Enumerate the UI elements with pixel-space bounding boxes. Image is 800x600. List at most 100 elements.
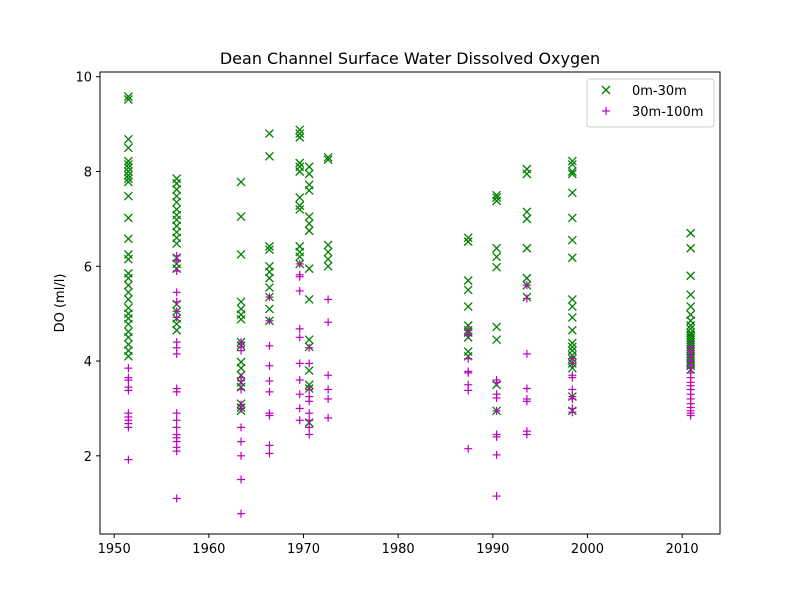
data-point-0m-30m: [463, 302, 473, 312]
data-point-0m-30m: [123, 95, 133, 104]
data-point-30m-100m: [295, 404, 304, 413]
data-point-30m-100m: [492, 378, 501, 387]
data-point-0m-30m: [123, 163, 133, 173]
data-point-30m-100m: [172, 313, 181, 322]
data-point-30m-100m: [324, 385, 333, 394]
data-point-0m-30m: [686, 321, 696, 330]
data-point-0m-30m: [323, 155, 333, 165]
data-point-0m-30m: [463, 285, 473, 295]
data-point-30m-100m: [568, 385, 577, 394]
data-point-30m-100m: [295, 416, 304, 425]
data-point-30m-100m: [237, 385, 246, 394]
data-point-0m-30m: [304, 162, 314, 172]
data-point-0m-30m: [304, 212, 314, 221]
y-tick-label: 2: [84, 450, 92, 465]
data-point-0m-30m: [567, 213, 577, 223]
data-point-30m-100m: [124, 455, 133, 464]
chart-title: Dean Channel Surface Water Dissolved Oxy…: [220, 49, 600, 68]
y-axis: 2 4 6 8 10: [75, 71, 100, 465]
data-point-0m-30m: [304, 366, 314, 375]
data-point-30m-100m: [305, 430, 314, 439]
data-point-0m-30m: [236, 249, 246, 259]
data-point-0m-30m: [295, 201, 305, 211]
data-point-0m-30m: [172, 197, 182, 207]
data-point-30m-100m: [324, 295, 333, 304]
data-point-0m-30m: [123, 280, 133, 290]
x-tick-label: 2000: [571, 542, 604, 557]
legend-box: [586, 78, 715, 128]
legend-symbol-0m-30m: [601, 85, 611, 95]
data-point-0m-30m: [123, 273, 133, 283]
data-point-0m-30m: [123, 134, 133, 144]
plot-frame: [99, 71, 721, 535]
data-point-0m-30m: [492, 335, 502, 345]
data-point-30m-100m: [265, 293, 274, 302]
data-point-30m-100m: [686, 411, 695, 420]
data-point-0m-30m: [463, 237, 473, 247]
data-point-30m-100m: [522, 397, 531, 406]
data-point-0m-30m: [304, 169, 314, 179]
data-point-0m-30m: [463, 276, 473, 285]
data-point-0m-30m: [463, 233, 473, 243]
data-point-0m-30m: [123, 332, 133, 342]
data-point-30m-100m: [172, 409, 181, 418]
data-point-0m-30m: [123, 170, 133, 180]
data-point-30m-100m: [492, 432, 501, 441]
data-point-0m-30m: [304, 186, 314, 195]
legend-marker-0m-30m: [601, 85, 611, 95]
data-point-0m-30m: [264, 283, 274, 293]
data-point-0m-30m: [172, 325, 182, 335]
data-point-30m-100m: [305, 416, 314, 425]
data-point-30m-100m: [265, 411, 274, 420]
data-point-0m-30m: [123, 234, 133, 244]
data-point-0m-30m: [686, 290, 696, 300]
data-point-30m-100m: [464, 444, 473, 453]
data-point-0m-30m: [236, 297, 246, 307]
data-point-0m-30m: [295, 132, 305, 142]
data-point-0m-30m: [492, 252, 502, 262]
legend-label-0m-30m: 0m-30m: [632, 84, 687, 99]
data-point-30m-100m: [172, 349, 181, 358]
data-point-30m-100m: [237, 451, 246, 460]
data-point-30m-100m: [464, 386, 473, 395]
data-point-30m-100m: [295, 259, 304, 268]
data-point-30m-100m: [265, 341, 274, 350]
data-point-30m-100m: [295, 324, 304, 333]
data-point-30m-100m: [305, 397, 314, 406]
data-point-30m-100m: [522, 349, 531, 358]
legend-marker-30m-100m: [602, 107, 610, 115]
data-point-0m-30m: [295, 167, 305, 176]
data-point-0m-30m: [304, 294, 314, 304]
data-point-0m-30m: [492, 262, 502, 272]
data-point-30m-100m: [324, 394, 333, 403]
data-point-0m-30m: [567, 312, 577, 322]
data-point-30m-100m: [265, 376, 274, 385]
data-point-30m-100m: [324, 413, 333, 422]
data-point-0m-30m: [295, 204, 305, 214]
data-point-0m-30m: [123, 319, 133, 329]
data-point-0m-30m: [567, 302, 577, 312]
data-point-0m-30m: [492, 196, 502, 206]
y-tick-label: 10: [75, 71, 92, 86]
data-point-0m-30m: [567, 167, 577, 176]
data-point-0m-30m: [686, 302, 696, 312]
data-point-30m-100m: [172, 423, 181, 432]
data-point-0m-30m: [323, 247, 333, 257]
data-point-0m-30m: [492, 243, 502, 253]
data-point-30m-100m: [295, 390, 304, 399]
data-point-30m-100m: [464, 368, 473, 377]
x-tick-label: 1960: [192, 542, 225, 557]
data-point-30m-100m: [568, 408, 577, 417]
data-point-30m-100m: [237, 404, 246, 413]
data-point-30m-100m: [124, 386, 133, 395]
data-point-30m-100m: [124, 364, 133, 373]
data-point-0m-30m: [123, 174, 133, 184]
legend-label-30m-100m: 30m-100m: [632, 105, 703, 120]
data-point-0m-30m: [686, 271, 696, 281]
data-point-30m-100m: [172, 447, 181, 456]
data-point-30m-100m: [522, 384, 531, 393]
legend: 0m-30m 30m-100m: [586, 78, 715, 128]
x-tick-label: 1950: [98, 542, 131, 557]
data-point-30m-100m: [305, 423, 314, 432]
y-tick-label: 8: [84, 166, 92, 181]
